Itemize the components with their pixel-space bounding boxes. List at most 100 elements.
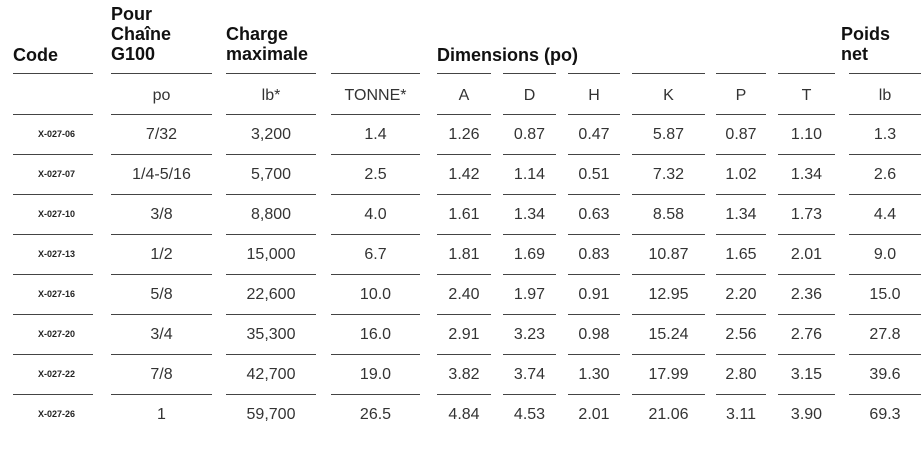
row-divider xyxy=(503,234,556,235)
row-divider xyxy=(632,314,705,315)
unit-label: lb* xyxy=(261,87,281,104)
row-divider xyxy=(849,274,921,275)
row-divider xyxy=(437,314,491,315)
table-cell: 5.87 xyxy=(652,126,685,143)
row-divider xyxy=(331,394,420,395)
table-cell: 17.99 xyxy=(648,366,689,383)
row-divider xyxy=(437,354,491,355)
row-divider xyxy=(632,354,705,355)
row-divider xyxy=(111,154,212,155)
row-divider xyxy=(226,114,316,115)
product-code: X-027-07 xyxy=(38,169,76,179)
row-divider xyxy=(13,314,93,315)
row-divider xyxy=(503,354,556,355)
table-cell: 3/8 xyxy=(150,206,173,223)
row-divider xyxy=(632,234,705,235)
header-dimensions: Dimensions (po) xyxy=(437,45,578,65)
row-divider xyxy=(13,354,93,355)
row-divider xyxy=(568,73,620,74)
row-divider xyxy=(111,194,212,195)
row-divider xyxy=(111,314,212,315)
row-divider xyxy=(226,274,316,275)
row-divider xyxy=(13,194,93,195)
row-divider xyxy=(778,154,835,155)
table-cell: 1.10 xyxy=(790,126,823,143)
table-cell: 15.0 xyxy=(869,286,901,303)
row-divider xyxy=(13,73,93,74)
table-cell: 12.95 xyxy=(648,286,689,303)
table-cell: 2.56 xyxy=(725,326,757,343)
unit-label: po xyxy=(152,87,171,104)
row-divider xyxy=(632,394,705,395)
header-load-line: maximale xyxy=(226,44,309,64)
table-cell: 2.80 xyxy=(725,366,757,383)
table-cell: 1.3 xyxy=(873,126,897,143)
row-divider xyxy=(849,114,921,115)
table-cell: 42,700 xyxy=(246,366,296,383)
table-cell: 0.87 xyxy=(513,126,546,143)
row-divider xyxy=(632,114,705,115)
table-cell: 1.26 xyxy=(448,126,480,143)
table-cell: 1 xyxy=(157,406,166,423)
row-divider xyxy=(111,234,212,235)
row-divider xyxy=(778,314,835,315)
row-divider xyxy=(226,394,316,395)
row-divider xyxy=(716,194,766,195)
table-cell: 0.51 xyxy=(578,166,610,183)
table-cell: 0.47 xyxy=(578,126,610,143)
row-divider xyxy=(437,194,491,195)
table-cell: 0.98 xyxy=(578,326,610,343)
row-divider xyxy=(331,274,420,275)
table-cell: 2.36 xyxy=(790,286,823,303)
table-cell: 2.01 xyxy=(578,406,610,423)
row-divider xyxy=(437,73,491,74)
table-cell: 3/4 xyxy=(150,326,173,343)
row-divider xyxy=(503,194,556,195)
table-cell: 3,200 xyxy=(250,126,292,143)
table-cell: 3.15 xyxy=(790,366,823,383)
product-code: X-027-22 xyxy=(38,369,76,379)
row-divider xyxy=(503,274,556,275)
row-divider xyxy=(13,274,93,275)
table-cell: 3.11 xyxy=(726,406,756,423)
table-cell: 2.01 xyxy=(790,246,823,263)
header-load: Charge maximale xyxy=(226,24,308,64)
row-divider xyxy=(778,394,835,395)
row-divider xyxy=(778,194,835,195)
row-divider xyxy=(632,274,705,275)
row-divider xyxy=(331,73,420,74)
table-cell: 7.32 xyxy=(652,166,685,183)
product-code: X-027-10 xyxy=(38,209,76,219)
table-cell: 2.76 xyxy=(790,326,823,343)
table-cell: 0.63 xyxy=(578,206,610,223)
table-cell: 8,800 xyxy=(250,206,292,223)
row-divider xyxy=(716,394,766,395)
table-cell: 1.34 xyxy=(513,206,546,223)
row-divider xyxy=(331,354,420,355)
table-cell: 0.87 xyxy=(725,126,757,143)
table-cell: 2.20 xyxy=(725,286,757,303)
row-divider xyxy=(632,73,705,74)
row-divider xyxy=(568,194,620,195)
row-divider xyxy=(226,234,316,235)
table-cell: 4.4 xyxy=(873,206,897,223)
row-divider xyxy=(716,114,766,115)
row-divider xyxy=(437,394,491,395)
row-divider xyxy=(331,154,420,155)
row-divider xyxy=(331,234,420,235)
header-chain-line: Chaîne xyxy=(111,24,172,44)
table-cell: 7/8 xyxy=(150,366,173,383)
table-cell: 1.69 xyxy=(513,246,546,263)
row-divider xyxy=(331,314,420,315)
product-code: X-027-20 xyxy=(38,329,76,339)
row-divider xyxy=(568,314,620,315)
table-cell: 5/8 xyxy=(150,286,173,303)
row-divider xyxy=(849,194,921,195)
row-divider xyxy=(503,73,556,74)
row-divider xyxy=(437,114,491,115)
table-cell: 16.0 xyxy=(359,326,392,343)
header-load-line: Charge xyxy=(226,24,289,44)
header-weight-line: net xyxy=(841,44,868,64)
table-cell: 59,700 xyxy=(246,406,296,423)
header-code: Code xyxy=(13,45,58,65)
